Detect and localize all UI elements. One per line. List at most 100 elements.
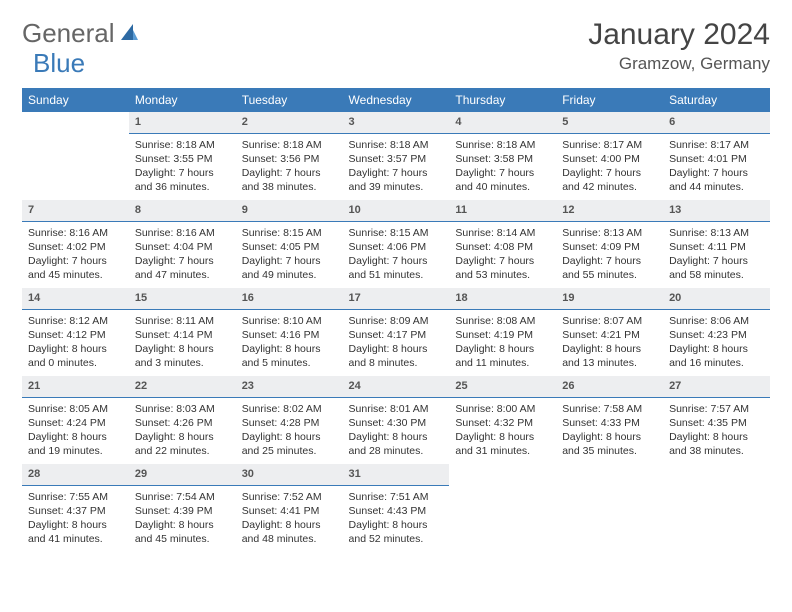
calendar-day-cell: 24Sunrise: 8:01 AMSunset: 4:30 PMDayligh… xyxy=(343,376,450,464)
sunset-text: Sunset: 4:23 PM xyxy=(669,328,764,342)
sunset-text: Sunset: 4:14 PM xyxy=(135,328,230,342)
day-number-bar: 26 xyxy=(556,376,663,398)
daylight-text: Daylight: 7 hours xyxy=(455,166,550,180)
sunset-text: Sunset: 4:43 PM xyxy=(349,504,444,518)
calendar-day-cell: 6Sunrise: 8:17 AMSunset: 4:01 PMDaylight… xyxy=(663,112,770,200)
sunrise-text: Sunrise: 7:51 AM xyxy=(349,490,444,504)
daylight-text: Daylight: 8 hours xyxy=(135,430,230,444)
day-content: Sunrise: 8:15 AMSunset: 4:05 PMDaylight:… xyxy=(236,222,343,285)
calendar-day-cell xyxy=(663,464,770,552)
calendar-day-cell: 1Sunrise: 8:18 AMSunset: 3:55 PMDaylight… xyxy=(129,112,236,200)
calendar-day-cell xyxy=(556,464,663,552)
sunset-text: Sunset: 4:17 PM xyxy=(349,328,444,342)
daylight-text: and 16 minutes. xyxy=(669,356,764,370)
calendar-day-cell: 3Sunrise: 8:18 AMSunset: 3:57 PMDaylight… xyxy=(343,112,450,200)
day-number-bar: 30 xyxy=(236,464,343,486)
day-number-bar: 12 xyxy=(556,200,663,222)
daylight-text: Daylight: 8 hours xyxy=(562,430,657,444)
daylight-text: Daylight: 8 hours xyxy=(28,430,123,444)
day-content: Sunrise: 8:12 AMSunset: 4:12 PMDaylight:… xyxy=(22,310,129,373)
day-content: Sunrise: 8:18 AMSunset: 3:55 PMDaylight:… xyxy=(129,134,236,197)
sunset-text: Sunset: 4:26 PM xyxy=(135,416,230,430)
day-content: Sunrise: 8:16 AMSunset: 4:04 PMDaylight:… xyxy=(129,222,236,285)
sunset-text: Sunset: 4:28 PM xyxy=(242,416,337,430)
day-content: Sunrise: 8:14 AMSunset: 4:08 PMDaylight:… xyxy=(449,222,556,285)
day-number-bar: 1 xyxy=(129,112,236,134)
weekday-header: Tuesday xyxy=(236,88,343,112)
calendar-day-cell: 22Sunrise: 8:03 AMSunset: 4:26 PMDayligh… xyxy=(129,376,236,464)
calendar-day-cell: 19Sunrise: 8:07 AMSunset: 4:21 PMDayligh… xyxy=(556,288,663,376)
day-content: Sunrise: 8:18 AMSunset: 3:57 PMDaylight:… xyxy=(343,134,450,197)
sunset-text: Sunset: 4:21 PM xyxy=(562,328,657,342)
logo-sail-icon xyxy=(119,18,139,49)
month-title: January 2024 xyxy=(588,18,770,52)
daylight-text: Daylight: 8 hours xyxy=(349,342,444,356)
day-number-bar: 23 xyxy=(236,376,343,398)
daylight-text: Daylight: 8 hours xyxy=(28,342,123,356)
calendar-day-cell: 15Sunrise: 8:11 AMSunset: 4:14 PMDayligh… xyxy=(129,288,236,376)
daylight-text: Daylight: 8 hours xyxy=(455,430,550,444)
sunrise-text: Sunrise: 8:17 AM xyxy=(562,138,657,152)
day-number-bar: 9 xyxy=(236,200,343,222)
calendar-week-row: 28Sunrise: 7:55 AMSunset: 4:37 PMDayligh… xyxy=(22,464,770,552)
sunrise-text: Sunrise: 8:00 AM xyxy=(455,402,550,416)
daylight-text: and 52 minutes. xyxy=(349,532,444,546)
calendar-day-cell: 28Sunrise: 7:55 AMSunset: 4:37 PMDayligh… xyxy=(22,464,129,552)
sunset-text: Sunset: 4:08 PM xyxy=(455,240,550,254)
day-number-bar: 20 xyxy=(663,288,770,310)
daylight-text: and 53 minutes. xyxy=(455,268,550,282)
calendar-day-cell: 4Sunrise: 8:18 AMSunset: 3:58 PMDaylight… xyxy=(449,112,556,200)
day-content: Sunrise: 8:08 AMSunset: 4:19 PMDaylight:… xyxy=(449,310,556,373)
calendar-day-cell: 7Sunrise: 8:16 AMSunset: 4:02 PMDaylight… xyxy=(22,200,129,288)
calendar-day-cell: 10Sunrise: 8:15 AMSunset: 4:06 PMDayligh… xyxy=(343,200,450,288)
daylight-text: Daylight: 8 hours xyxy=(669,430,764,444)
day-content: Sunrise: 7:55 AMSunset: 4:37 PMDaylight:… xyxy=(22,486,129,549)
sunset-text: Sunset: 4:00 PM xyxy=(562,152,657,166)
calendar-week-row: 7Sunrise: 8:16 AMSunset: 4:02 PMDaylight… xyxy=(22,200,770,288)
sunset-text: Sunset: 4:35 PM xyxy=(669,416,764,430)
day-content: Sunrise: 7:52 AMSunset: 4:41 PMDaylight:… xyxy=(236,486,343,549)
daylight-text: Daylight: 7 hours xyxy=(135,254,230,268)
day-content: Sunrise: 8:03 AMSunset: 4:26 PMDaylight:… xyxy=(129,398,236,461)
daylight-text: Daylight: 8 hours xyxy=(135,342,230,356)
sunset-text: Sunset: 4:02 PM xyxy=(28,240,123,254)
sunrise-text: Sunrise: 8:15 AM xyxy=(242,226,337,240)
day-number-bar: 14 xyxy=(22,288,129,310)
daylight-text: and 48 minutes. xyxy=(242,532,337,546)
daylight-text: and 55 minutes. xyxy=(562,268,657,282)
daylight-text: Daylight: 7 hours xyxy=(28,254,123,268)
sunrise-text: Sunrise: 7:54 AM xyxy=(135,490,230,504)
sunset-text: Sunset: 4:04 PM xyxy=(135,240,230,254)
day-number-bar: 25 xyxy=(449,376,556,398)
calendar-day-cell: 5Sunrise: 8:17 AMSunset: 4:00 PMDaylight… xyxy=(556,112,663,200)
sunrise-text: Sunrise: 7:58 AM xyxy=(562,402,657,416)
day-number-bar: 13 xyxy=(663,200,770,222)
daylight-text: Daylight: 8 hours xyxy=(349,430,444,444)
sunrise-text: Sunrise: 8:09 AM xyxy=(349,314,444,328)
day-content: Sunrise: 8:18 AMSunset: 3:56 PMDaylight:… xyxy=(236,134,343,197)
calendar-week-row: 1Sunrise: 8:18 AMSunset: 3:55 PMDaylight… xyxy=(22,112,770,200)
sunrise-text: Sunrise: 8:14 AM xyxy=(455,226,550,240)
sunrise-text: Sunrise: 8:13 AM xyxy=(669,226,764,240)
sunrise-text: Sunrise: 8:16 AM xyxy=(28,226,123,240)
calendar-day-cell: 26Sunrise: 7:58 AMSunset: 4:33 PMDayligh… xyxy=(556,376,663,464)
day-number-bar: 16 xyxy=(236,288,343,310)
daylight-text: and 36 minutes. xyxy=(135,180,230,194)
daylight-text: and 19 minutes. xyxy=(28,444,123,458)
day-number-bar: 29 xyxy=(129,464,236,486)
daylight-text: and 28 minutes. xyxy=(349,444,444,458)
day-content: Sunrise: 7:51 AMSunset: 4:43 PMDaylight:… xyxy=(343,486,450,549)
calendar-table: Sunday Monday Tuesday Wednesday Thursday… xyxy=(22,88,770,552)
day-content: Sunrise: 8:17 AMSunset: 4:01 PMDaylight:… xyxy=(663,134,770,197)
daylight-text: and 47 minutes. xyxy=(135,268,230,282)
sunrise-text: Sunrise: 8:06 AM xyxy=(669,314,764,328)
calendar-day-cell xyxy=(449,464,556,552)
sunrise-text: Sunrise: 7:57 AM xyxy=(669,402,764,416)
calendar-day-cell: 2Sunrise: 8:18 AMSunset: 3:56 PMDaylight… xyxy=(236,112,343,200)
sunset-text: Sunset: 3:55 PM xyxy=(135,152,230,166)
weekday-header: Sunday xyxy=(22,88,129,112)
daylight-text: Daylight: 7 hours xyxy=(669,166,764,180)
sunrise-text: Sunrise: 8:12 AM xyxy=(28,314,123,328)
weekday-header: Wednesday xyxy=(343,88,450,112)
day-number-bar: 18 xyxy=(449,288,556,310)
